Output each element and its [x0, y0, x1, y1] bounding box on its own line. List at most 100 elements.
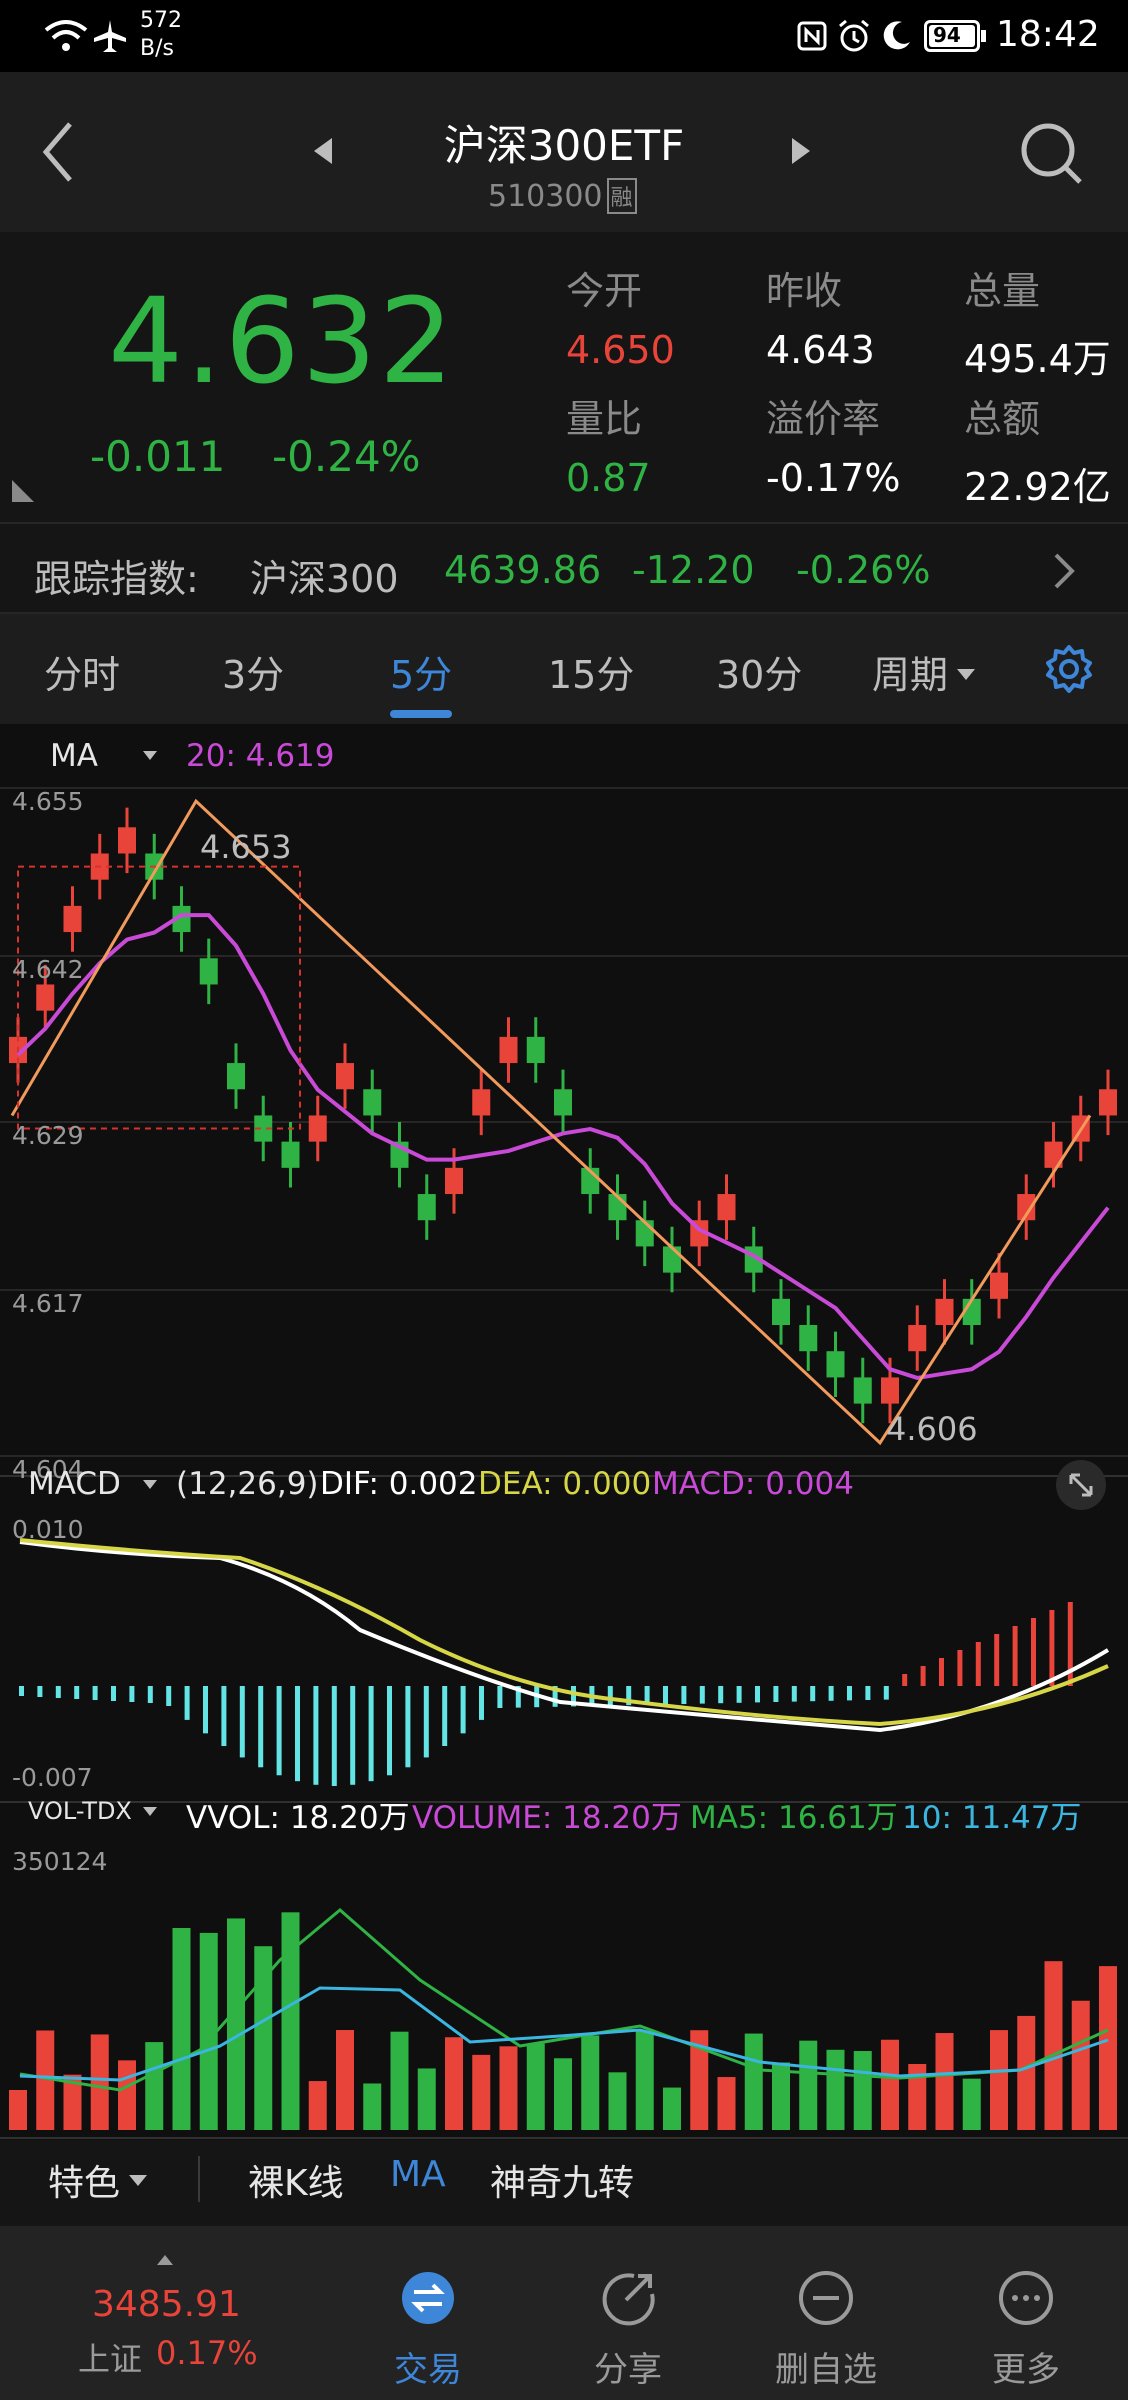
candle-body — [990, 1272, 1008, 1299]
index-ticker[interactable]: 3485.91 上证 0.17% — [64, 2226, 264, 2400]
nav-remove-watchlist[interactable]: 删自选 — [726, 2226, 926, 2400]
alarm-icon — [839, 19, 869, 52]
stat-value: 495.4万 — [964, 337, 1111, 381]
macd-bar — [166, 1686, 172, 1706]
index-value: 3485.91 — [92, 2284, 241, 2325]
volume-y-top-label: 350124 — [12, 1847, 107, 1876]
caret-down-icon — [143, 1807, 157, 1816]
volume-bar — [281, 1912, 300, 2130]
ma20-legend: 20: 4.619 — [186, 738, 335, 774]
macd-bar — [681, 1686, 687, 1704]
macd-bar — [699, 1686, 705, 1704]
prev-stock-icon[interactable] — [312, 136, 334, 166]
tracking-index-change: -12.20 — [632, 548, 755, 592]
volume-bar — [499, 2046, 518, 2130]
feature-menu[interactable]: 特色 — [48, 2163, 121, 2204]
caret-down-icon — [143, 751, 157, 760]
index-pct: 0.17% — [156, 2334, 258, 2372]
caret-up-icon — [157, 2255, 173, 2265]
tab-3min[interactable]: 3分 — [222, 653, 285, 697]
volume-bar — [1044, 1961, 1063, 2130]
candle-body — [36, 984, 55, 1011]
macd-bar — [828, 1686, 834, 1701]
macd-params: (12,26,9) — [176, 1466, 319, 1502]
tracking-index-name: 沪深300 — [250, 557, 399, 601]
stock-code-row: 510300 融 — [488, 178, 637, 214]
last-price: 4.632 — [108, 272, 456, 410]
volume-bar — [227, 1918, 245, 2130]
macd-bar — [1049, 1610, 1055, 1686]
volume-indicator-label[interactable]: VOL-TDX — [28, 1797, 132, 1825]
highlight-box — [17, 865, 301, 1130]
volume-bar — [363, 2083, 382, 2130]
candle-body — [826, 1351, 845, 1378]
macd-bar — [755, 1686, 760, 1703]
nav-more[interactable]: 更多 — [926, 2226, 1126, 2400]
stat-value: 4.643 — [766, 328, 875, 372]
kline-chart-svg: 4.6554.6424.6294.6174.6044.6534.6060.010… — [0, 787, 1128, 2139]
stat-label: 溢价率 — [766, 397, 881, 441]
feature-magic-nine[interactable]: 神奇九转 — [490, 2163, 635, 2204]
feature-ma[interactable]: MA — [390, 2154, 446, 2195]
volume-bar — [9, 2090, 27, 2130]
volume-ma10-line — [19, 1986, 1109, 2082]
next-stock-icon[interactable] — [790, 136, 812, 166]
more-icon — [999, 2271, 1053, 2325]
macd-bar — [295, 1686, 300, 1782]
tab-30min[interactable]: 30分 — [716, 653, 803, 697]
nav-trade[interactable]: 交易 — [328, 2226, 528, 2400]
tab-15min[interactable]: 15分 — [548, 653, 635, 697]
candle-body — [663, 1246, 681, 1273]
stat-label: 今开 — [566, 269, 643, 313]
macd-bar — [1012, 1626, 1018, 1686]
battery-level: 94 — [933, 23, 961, 47]
macd-indicator-label[interactable]: MACD — [28, 1466, 121, 1502]
tracking-index-row[interactable]: 跟踪指数: 沪深300 4639.86 -12.20 -0.26% — [0, 522, 1128, 614]
corner-triangle-icon — [12, 480, 34, 502]
expand-button[interactable] — [1056, 1460, 1106, 1510]
volume-bar — [172, 1928, 191, 2130]
y-axis-label: 4.629 — [12, 1121, 84, 1150]
macd-bar — [184, 1686, 190, 1720]
tab-intraday[interactable]: 分时 — [44, 653, 121, 697]
macd-bar — [55, 1686, 61, 1698]
volume-bar — [635, 2030, 654, 2130]
macd-dea: DEA: 0.000 — [478, 1466, 652, 1502]
macd-bar — [442, 1686, 448, 1746]
volume-bar — [799, 2040, 818, 2130]
tab-period[interactable]: 周期 — [872, 653, 949, 697]
settings-gear-icon[interactable] — [1044, 644, 1094, 694]
volume-bar — [1071, 2000, 1090, 2130]
candle-body — [63, 905, 82, 933]
candle-body — [1044, 1141, 1063, 1168]
chart-area[interactable]: MA 20: 4.619 4.655 4.642 4.629 4.617 4.604 4.… — [0, 724, 1128, 2140]
volume-bar — [445, 2037, 463, 2130]
macd-bar — [902, 1674, 908, 1686]
macd-bar — [975, 1642, 981, 1686]
nav-more-label: 更多 — [992, 2350, 1060, 2390]
search-icon[interactable] — [1018, 120, 1086, 188]
main-indicator-label[interactable]: MA — [50, 738, 98, 774]
candle-body — [336, 1063, 354, 1090]
macd-bar — [607, 1686, 613, 1706]
chevron-right-icon — [1054, 553, 1075, 589]
tracking-label: 跟踪指数: — [34, 557, 199, 601]
nav-share[interactable]: 分享 — [528, 2226, 728, 2400]
y-axis-label: 4.617 — [12, 1289, 84, 1318]
candle-body — [445, 1167, 463, 1195]
macd-bar — [460, 1686, 466, 1734]
quote-panel: 4.632 -0.011 -0.24% 今开 4.650 昨收 4.643 总量 495.… — [0, 232, 1128, 522]
stock-header: 沪深300ETF 510300 融 — [0, 72, 1128, 232]
candle-body — [799, 1325, 818, 1352]
caret-down-icon — [129, 2175, 147, 2186]
volume-bar — [853, 2051, 872, 2130]
volume-bar — [935, 2033, 954, 2130]
feature-naked-kline[interactable]: 裸K线 — [248, 2163, 344, 2204]
volume-bar — [36, 2030, 55, 2130]
tab-5min[interactable]: 5分 — [390, 653, 453, 697]
stat-label: 总额 — [964, 397, 1041, 441]
status-bar: 572 B/s 94 18:42 — [0, 0, 1128, 72]
volume-bar — [772, 2062, 790, 2130]
back-icon[interactable] — [38, 120, 78, 184]
stock-code: 510300 — [488, 178, 603, 214]
